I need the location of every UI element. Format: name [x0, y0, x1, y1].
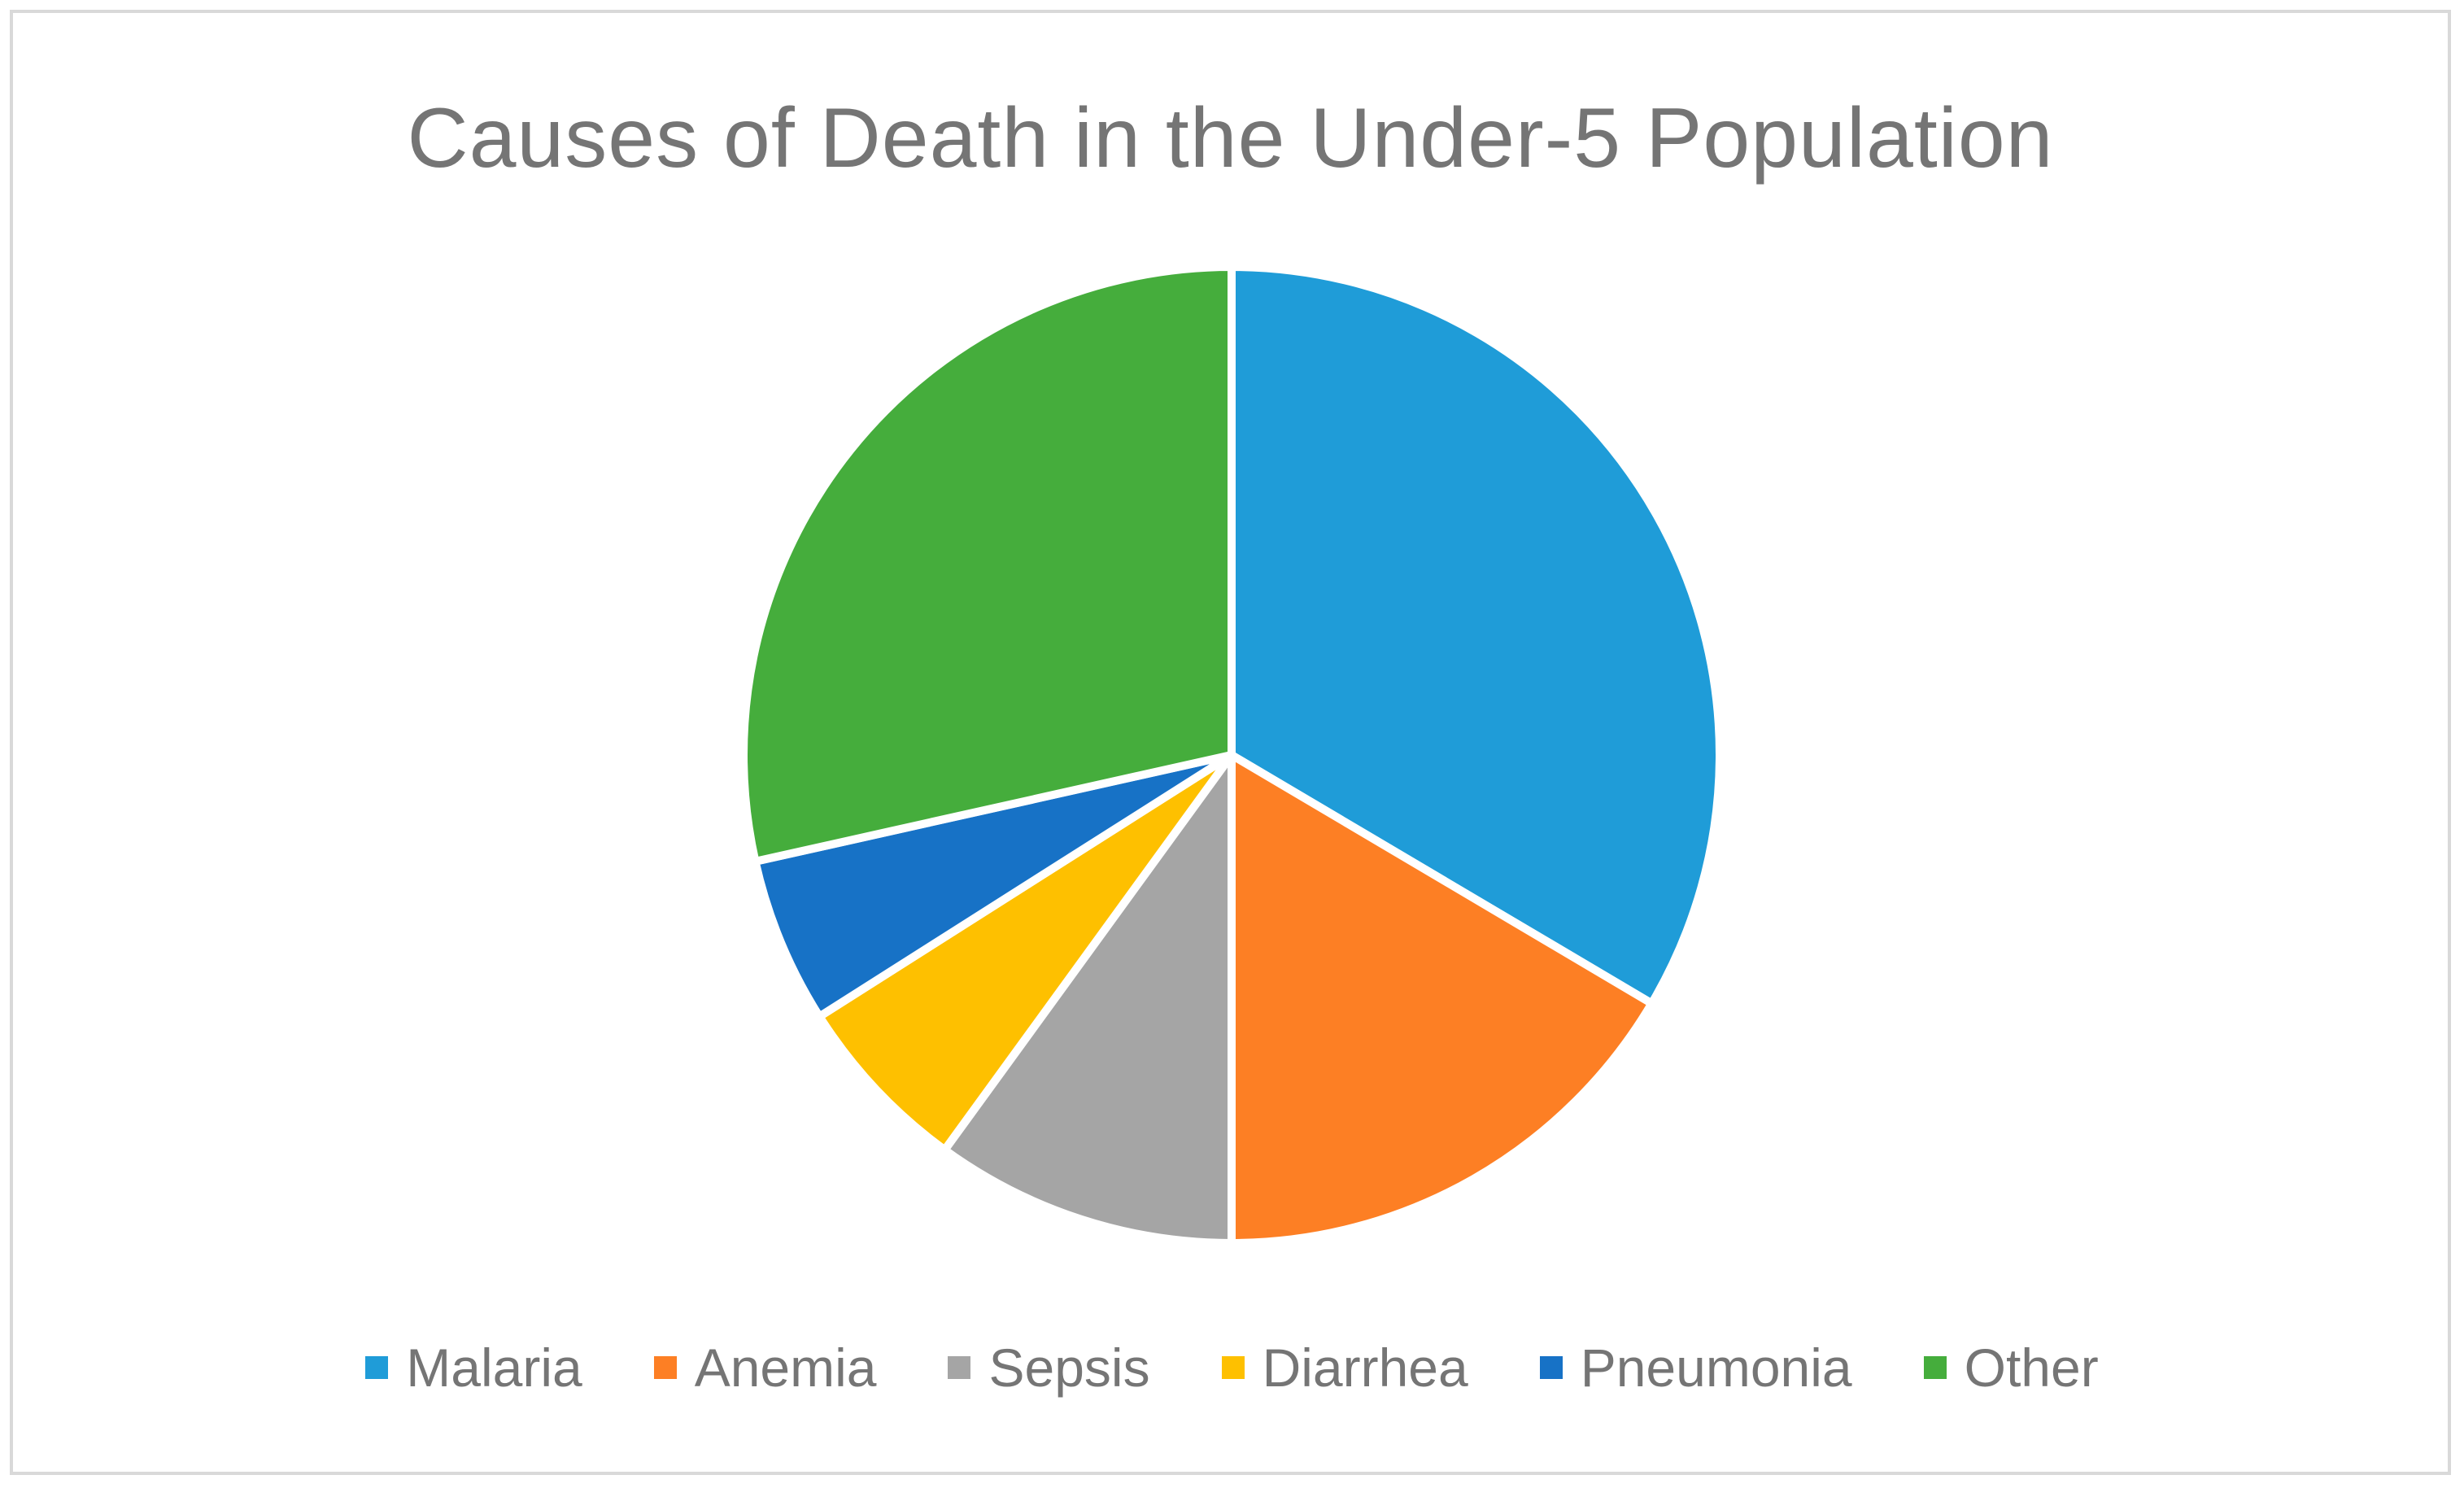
legend-label-other: Other: [1964, 1337, 2099, 1398]
legend-item-diarrhea: Diarrhea: [1221, 1337, 1468, 1398]
legend-swatch-sepsis: [948, 1356, 971, 1379]
legend-swatch-malaria: [365, 1356, 389, 1379]
pie-slice-malaria: [1228, 263, 1724, 1008]
pie-slice-diarrhea: [815, 751, 1236, 1154]
legend-item-sepsis: Sepsis: [948, 1337, 1150, 1398]
pie-slice-anemia: [1228, 751, 1656, 1247]
legend-swatch-anemia: [653, 1356, 677, 1379]
legend-item-other: Other: [1923, 1337, 2099, 1398]
legend-label-pneumonia: Pneumonia: [1580, 1337, 1852, 1398]
legend-item-pneumonia: Pneumonia: [1539, 1337, 1852, 1398]
legend-label-diarrhea: Diarrhea: [1262, 1337, 1468, 1398]
legend-item-malaria: Malaria: [365, 1341, 582, 1394]
chart-legend: Malaria Anemia Sepsis Diarrhea Pneumonia Othe…: [0, 1341, 2464, 1394]
legend-label-anemia: Anemia: [694, 1337, 877, 1398]
legend-label-malaria: Malaria: [406, 1337, 582, 1398]
legend-item-anemia: Anemia: [653, 1337, 877, 1398]
pie-slice-pneumonia: [751, 751, 1236, 1021]
legend-swatch-pneumonia: [1539, 1356, 1563, 1379]
legend-swatch-other: [1923, 1356, 1947, 1379]
legend-label-sepsis: Sepsis: [988, 1337, 1150, 1398]
legend-swatch-diarrhea: [1221, 1356, 1245, 1379]
pie-slice-sepsis: [940, 751, 1236, 1247]
pie-slice-other: [739, 263, 1236, 866]
chart-title: Causes of Death in the Under-5 Populatio…: [407, 91, 2054, 185]
